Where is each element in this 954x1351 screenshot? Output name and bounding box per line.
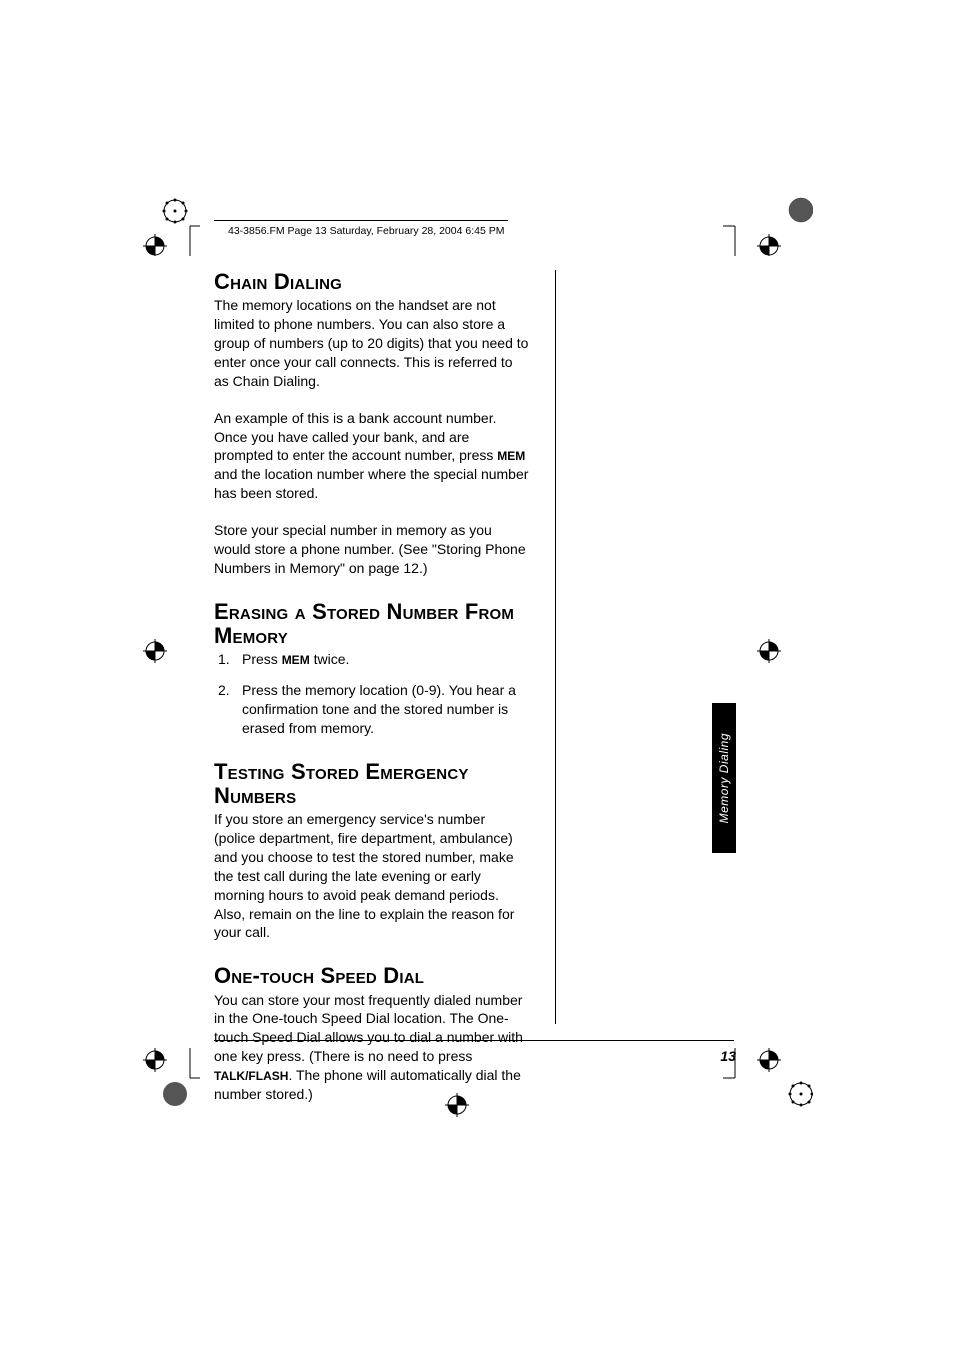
item1b: twice. (310, 651, 350, 667)
heading-testing: Testing Stored Emergency Numbers (214, 760, 530, 808)
side-tab-text: Memory Dialing (717, 733, 731, 823)
para-ot-1a: You can store your most frequently diale… (214, 992, 523, 1065)
para-one-touch-1: You can store your most frequently diale… (214, 991, 530, 1104)
heading-one-touch: One-touch Speed Dial (214, 964, 530, 988)
header-line (214, 220, 508, 221)
crop-mark-br (723, 1048, 813, 1108)
footer-line (214, 1040, 734, 1041)
column-divider (555, 270, 556, 1024)
para-chain-2a: An example of this is a bank account num… (214, 410, 497, 464)
content-area: Chain Dialing The memory locations on th… (214, 270, 530, 1126)
section-one-touch: One-touch Speed Dial You can store your … (214, 964, 530, 1104)
para-chain-2: An example of this is a bank account num… (214, 409, 530, 503)
para-testing-1: If you store an emergency service's numb… (214, 810, 530, 942)
item1a: Press (242, 651, 282, 667)
crop-mark-tr (723, 196, 813, 256)
crop-mark-tl (120, 196, 200, 256)
para-chain-2-bold: MEM (497, 449, 525, 463)
heading-chain-dialing: Chain Dialing (214, 270, 530, 294)
crop-mark-ml (140, 636, 170, 666)
para-chain-3: Store your special number in memory as y… (214, 521, 530, 578)
section-testing: Testing Stored Emergency Numbers If you … (214, 760, 530, 943)
page-number: 13 (720, 1048, 736, 1064)
section-erasing: Erasing a Stored Number From Memory Pres… (214, 600, 530, 738)
side-tab: Memory Dialing (712, 703, 736, 853)
section-chain-dialing: Chain Dialing The memory locations on th… (214, 270, 530, 578)
crop-mark-mr (754, 636, 784, 666)
header-text: 43-3856.FM Page 13 Saturday, February 28… (228, 225, 504, 237)
page-container: 43-3856.FM Page 13 Saturday, February 28… (0, 0, 954, 1351)
item1-bold: MEM (282, 653, 310, 667)
list-erasing: Press MEM twice. Press the memory locati… (214, 650, 530, 738)
crop-mark-bl (120, 1048, 200, 1108)
heading-erasing: Erasing a Stored Number From Memory (214, 600, 530, 648)
para-chain-1: The memory locations on the handset are … (214, 296, 530, 390)
para-chain-2b: and the location number where the specia… (214, 466, 528, 501)
list-erasing-item1: Press MEM twice. (214, 650, 530, 669)
para-ot-bold: TALK/FLASH (214, 1069, 288, 1083)
list-erasing-item2: Press the memory location (0-9). You hea… (214, 681, 530, 738)
